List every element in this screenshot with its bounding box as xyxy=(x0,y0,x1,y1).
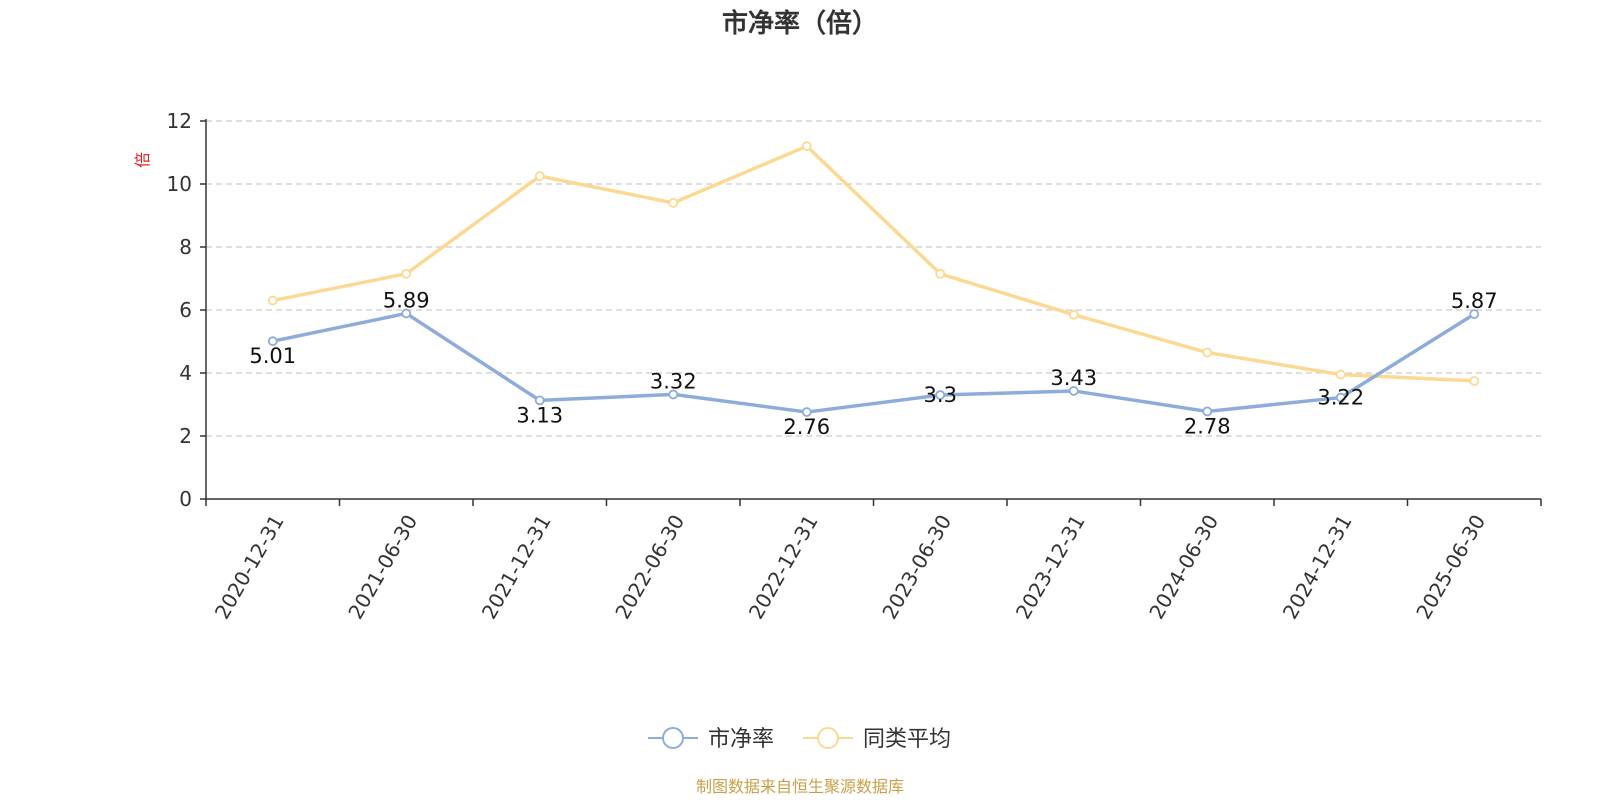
series-point-0 xyxy=(1068,386,1079,396)
y-tick-label: 4 xyxy=(179,361,192,385)
data-label: 3.22 xyxy=(1317,386,1364,410)
label-layer: 5.01 5.89 3.13 3.32 2.76 3.3 3.43 2.78 3.22 5.87 xyxy=(249,288,1497,439)
axis-layer: 0 2 4 6 8 10 12 2020-12-31 2021-06-30 2021-12-31 2… xyxy=(167,109,1542,624)
series-line-0 xyxy=(272,311,1476,414)
x-tick-label: 2022-12-31 xyxy=(744,511,823,624)
data-label: 3.32 xyxy=(650,369,697,393)
series-point-0 xyxy=(1335,392,1346,403)
legend: 市净率 同类平均 xyxy=(648,727,951,752)
series-point-1 xyxy=(668,197,679,208)
series-point-1 xyxy=(534,171,545,182)
data-label: 3.3 xyxy=(924,383,957,407)
x-tick-label: 2022-06-30 xyxy=(610,511,689,624)
series-point-0 xyxy=(401,308,412,319)
series-layer xyxy=(267,141,1480,417)
data-label: 5.89 xyxy=(383,288,430,312)
x-tick-label: 2020-12-31 xyxy=(210,511,289,624)
data-label: 5.01 xyxy=(249,344,296,368)
y-tick-label: 8 xyxy=(179,235,192,259)
series-point-0 xyxy=(801,407,812,417)
chart-title: 市净率（倍） xyxy=(722,8,878,39)
x-tick-label: 2023-06-30 xyxy=(877,511,956,624)
series-point-1 xyxy=(1202,347,1213,358)
series-point-0 xyxy=(1202,406,1213,417)
data-label: 2.76 xyxy=(783,415,830,439)
y-tick-label: 0 xyxy=(179,487,192,511)
series-point-0 xyxy=(267,336,278,347)
data-label: 5.87 xyxy=(1451,289,1498,313)
series-line-1 xyxy=(272,144,1475,383)
x-tick-label: 2024-06-30 xyxy=(1144,511,1223,624)
x-tick-label: 2023-12-31 xyxy=(1011,511,1090,624)
legend-marker xyxy=(662,727,684,749)
x-tick-label: 2025-06-30 xyxy=(1411,511,1490,624)
grid-layer xyxy=(206,120,1541,437)
series-point-1 xyxy=(1068,309,1079,320)
series-point-1 xyxy=(1335,369,1346,380)
y-tick-label: 12 xyxy=(167,109,192,133)
series-point-0 xyxy=(935,390,946,400)
series-point-1 xyxy=(801,141,812,152)
y-tick-label: 2 xyxy=(179,424,192,448)
source-note: 制图数据来自恒生聚源数据库 xyxy=(696,777,904,796)
series-point-1 xyxy=(401,268,412,279)
series-point-1 xyxy=(267,295,278,306)
series-point-0 xyxy=(668,389,679,400)
y-tick-label: 6 xyxy=(179,298,192,322)
x-tick-label: 2021-12-31 xyxy=(477,511,556,624)
series-point-1 xyxy=(1469,375,1480,386)
legend-item-1[interactable]: 同类平均 xyxy=(803,727,951,752)
legend-marker xyxy=(817,727,839,749)
y-tick-label: 10 xyxy=(167,172,192,196)
x-tick-label: 2021-06-30 xyxy=(343,511,422,624)
series-point-0 xyxy=(534,395,545,406)
data-label: 2.78 xyxy=(1184,414,1231,438)
y-axis-label: 倍 xyxy=(133,152,152,168)
data-label: 3.43 xyxy=(1050,366,1097,390)
x-tick-label: 2024-12-31 xyxy=(1278,511,1357,624)
legend-label: 市净率 xyxy=(708,727,774,752)
legend-label: 同类平均 xyxy=(863,727,951,752)
legend-item-0[interactable]: 市净率 xyxy=(648,727,774,752)
series-point-1 xyxy=(935,268,946,279)
data-label: 3.13 xyxy=(516,403,563,427)
series-point-0 xyxy=(1469,309,1480,319)
